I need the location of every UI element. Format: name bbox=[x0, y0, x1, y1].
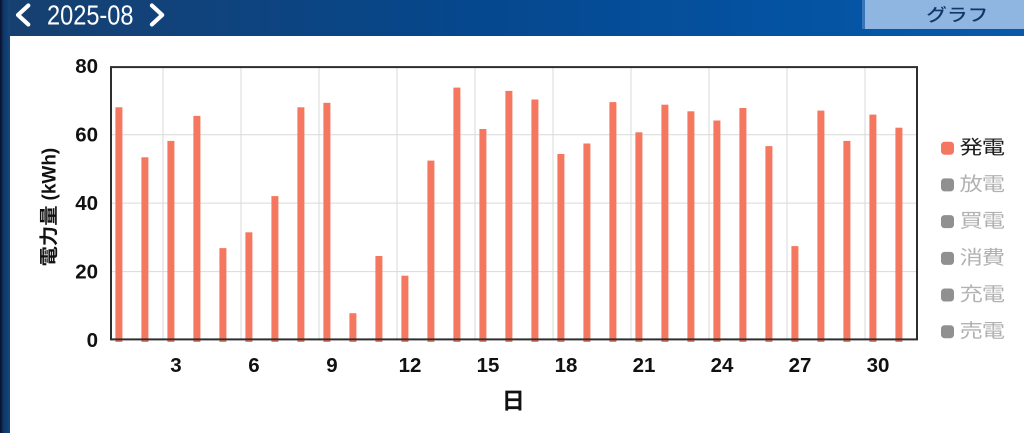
svg-text:40: 40 bbox=[75, 192, 98, 215]
svg-text:60: 60 bbox=[75, 124, 98, 147]
svg-text:20: 20 bbox=[75, 260, 98, 283]
svg-text:80: 80 bbox=[75, 55, 98, 78]
svg-text:6: 6 bbox=[248, 354, 259, 377]
svg-text:18: 18 bbox=[555, 354, 578, 377]
svg-text:(kWh): (kWh) bbox=[40, 148, 61, 201]
svg-text:27: 27 bbox=[789, 354, 812, 377]
svg-text:21: 21 bbox=[633, 354, 656, 377]
svg-text:9: 9 bbox=[326, 354, 337, 377]
svg-text:0: 0 bbox=[87, 329, 98, 352]
svg-text:12: 12 bbox=[399, 354, 422, 377]
svg-text:30: 30 bbox=[867, 354, 890, 377]
svg-text:24: 24 bbox=[711, 354, 734, 377]
svg-text:3: 3 bbox=[170, 354, 181, 377]
svg-text:2025-08: 2025-08 bbox=[47, 0, 134, 31]
svg-text:15: 15 bbox=[477, 354, 500, 377]
